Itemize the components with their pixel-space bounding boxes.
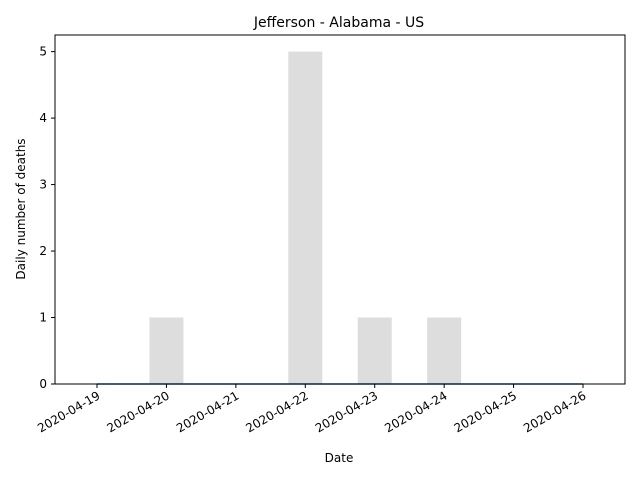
y-tick-label: 2: [39, 244, 47, 258]
x-axis-label: Date: [325, 451, 354, 465]
bar-2020-04-23: [357, 317, 392, 384]
y-axis: 0 1 2 3 4 5: [39, 45, 55, 391]
bar-2020-04-20: [149, 317, 184, 384]
y-tick-label: 4: [39, 111, 47, 125]
plot-frame: [54, 34, 626, 385]
y-tick-label: 3: [39, 178, 47, 192]
bar-2020-04-22: [288, 51, 323, 384]
chart-title: Jefferson - Alabama - US: [253, 15, 424, 31]
bars-group: [149, 51, 462, 384]
y-tick-label: 5: [39, 45, 47, 59]
y-tick-label: 0: [39, 377, 47, 391]
bar-2020-04-24: [427, 317, 462, 384]
y-axis-label: Daily number of deaths: [14, 138, 28, 279]
y-tick-label: 1: [39, 311, 47, 325]
